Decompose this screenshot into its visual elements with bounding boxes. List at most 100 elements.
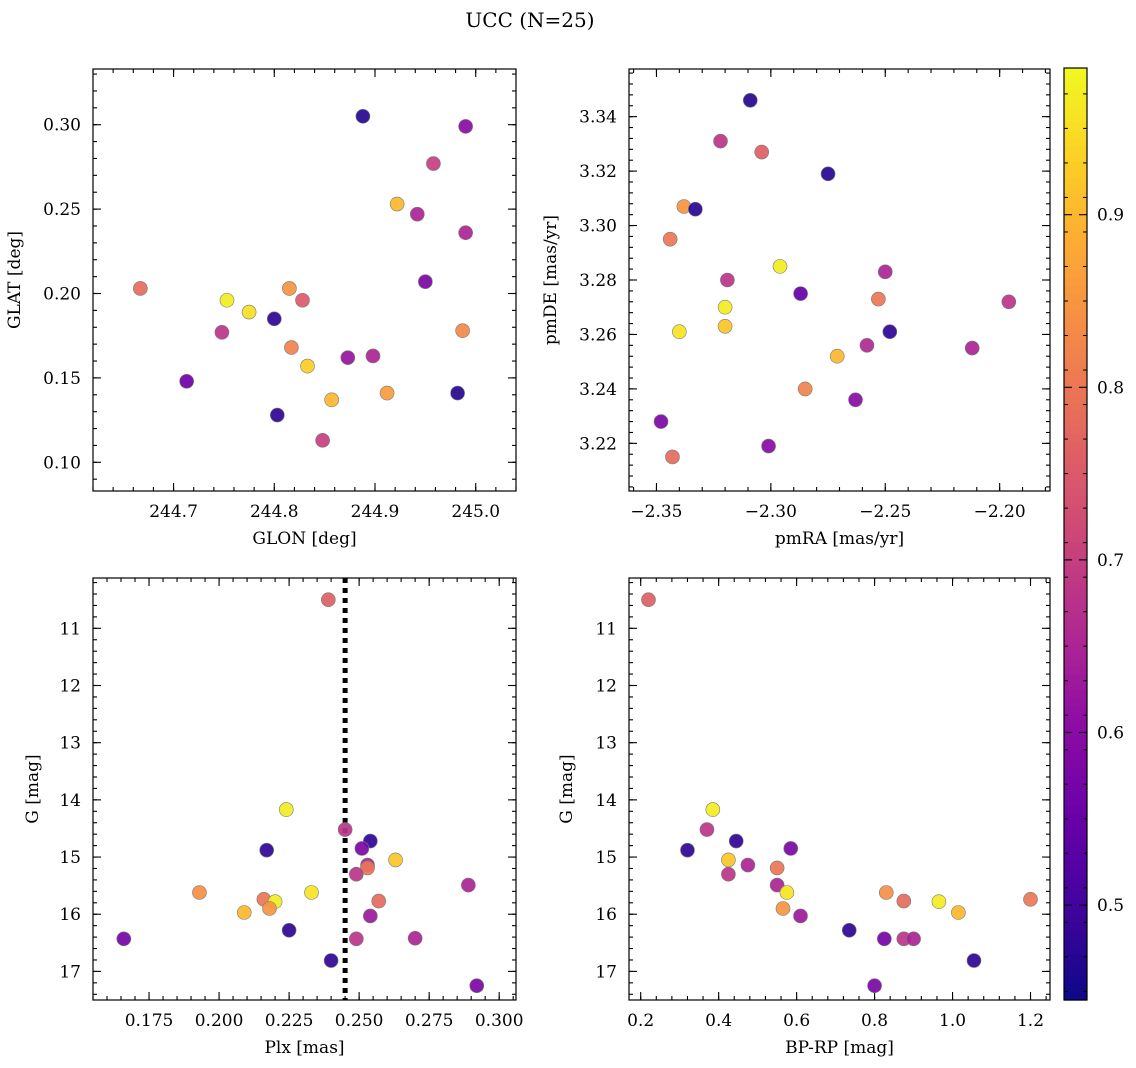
x-axis-label: Plx [mas] [264,1038,344,1058]
scatter-point [877,264,893,280]
y-tick-label: 0.15 [43,369,81,389]
scatter-point [871,291,886,307]
scatter-panel-2: −2.35 −2.30 −2.25 −2.20 3.22 3.24 3.26 3.28 3.30… [541,68,1051,549]
scatter-point [270,407,285,423]
scatter-point [775,901,791,916]
scatter-point [337,822,353,837]
scatter-point [848,392,863,408]
scatter-point [354,841,370,856]
y-axis-label: G [mag] [23,754,43,823]
scatter-point [214,325,230,340]
scatter-point [458,119,473,134]
y-tick-label: 16 [59,905,81,925]
x-tick-label: 0.2 [627,1011,654,1031]
scatter-point [407,930,423,946]
scatter-points [641,592,1038,994]
scatter-point [882,324,898,340]
scatter-point [665,449,680,465]
scatter-points [116,592,485,994]
scatter-point [717,318,733,334]
x-tick-label: 0.175 [125,1011,174,1031]
scatter-point [672,324,687,340]
scatter-point [705,802,721,817]
scatter-point [878,885,894,900]
scatter-point [713,133,728,149]
scatter-point [278,802,294,817]
scatter-point [721,866,736,882]
scatter-point [300,358,315,374]
scatter-point [418,274,433,289]
scatter-point [906,931,921,947]
colorbar: 0.5 0.6 0.7 0.8 0.9 [1063,67,1124,1001]
x-axis-label: GLON [deg] [252,529,356,549]
scatter-point [662,231,678,247]
scatter-point [133,281,148,296]
scatter-point [769,877,785,893]
x-tick-label: 1.0 [939,1011,966,1031]
x-tick-label: 0.200 [195,1011,244,1031]
y-tick-label: 15 [59,848,81,868]
scatter-point [282,281,297,296]
scatter-point [321,592,336,608]
scatter-point [688,201,703,217]
scatter-point [379,385,395,401]
scatter-point [192,885,207,900]
axes-frame [628,68,1051,492]
axes-frame [628,577,1051,1001]
scatter-point [841,922,857,938]
scatter-point [324,392,339,408]
y-tick-label: 11 [595,619,617,639]
scatter-point [740,857,756,873]
scatter-point [793,908,808,924]
x-tick-label: 244.9 [351,502,400,522]
x-tick-label: −2.35 [630,502,682,522]
y-tick-label: 0.25 [43,200,81,220]
y-tick-label: 17 [59,962,81,982]
scatter-point [409,206,425,222]
scatter-point [877,931,892,947]
scatter-point [469,978,485,994]
scatter-point [349,866,364,882]
colorbar-tick-label: 0.6 [1097,723,1124,743]
y-tick-label: 13 [595,734,617,754]
axis-ticks [629,69,1050,491]
y-tick-label: 3.22 [579,434,617,454]
y-tick-label: 16 [595,905,617,925]
colorbar-tick-label: 0.9 [1097,206,1124,226]
scatter-point [426,156,441,171]
scatter-point [266,311,282,327]
y-tick-label: 14 [595,791,617,811]
scatter-point [951,905,966,920]
scatter-point [779,885,795,900]
scatter-point [295,292,310,308]
scatter-point [728,833,744,849]
scatter-point [717,299,733,315]
x-tick-label: 0.4 [705,1011,732,1031]
axis-ticks [92,578,516,1000]
scatter-point [721,852,736,868]
scatter-point [458,225,473,241]
scatter-point [371,893,387,909]
scatter-point [859,338,875,353]
x-tick-label: 0.250 [335,1011,384,1031]
x-tick-label: 0.6 [783,1011,810,1031]
scatter-point [797,381,813,397]
scatter-point [388,852,403,868]
x-tick-label: −2.25 [859,502,911,522]
scatter-point [754,144,770,160]
x-tick-label: 1.2 [1017,1011,1044,1031]
y-tick-label: 12 [595,677,617,697]
scatter-point [742,93,758,108]
scatter-point [653,414,669,429]
y-tick-label: 3.24 [579,380,617,400]
y-axis-label: pmDE [mas/yr] [541,215,561,345]
scatter-point [1023,892,1038,907]
scatter-point [284,340,299,355]
scatter-point [236,905,252,920]
scatter-point [461,877,476,893]
y-tick-label: 3.34 [579,108,617,128]
x-tick-label: 0.8 [861,1011,888,1031]
scatter-point [179,373,194,389]
scatter-point [304,885,319,900]
